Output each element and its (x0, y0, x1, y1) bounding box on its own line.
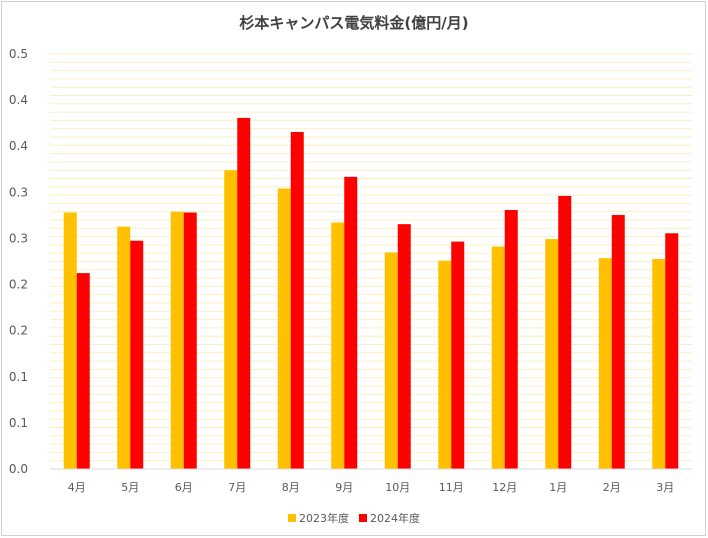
x-tick-label: 1月 (549, 481, 567, 494)
bar-2024 (397, 224, 411, 469)
bar-2023 (545, 239, 559, 469)
bar-2023 (491, 246, 505, 469)
legend-item-2024: 2024年度 (359, 510, 420, 526)
bar-2023 (170, 211, 184, 469)
x-axis-ticks: 4月 5月 6月 7月 8月 9月 10月 11月 12月 1月 2月 3月 (68, 481, 675, 494)
x-tick-label: 3月 (656, 481, 674, 494)
x-tick-label: 2月 (603, 481, 621, 494)
x-tick-label: 8月 (282, 481, 300, 494)
bar-2024 (611, 215, 625, 469)
bar-2024 (130, 240, 144, 469)
bar-2023 (384, 252, 398, 469)
bar-2024 (183, 212, 197, 469)
y-tick-label: 0.4 (9, 93, 28, 107)
x-tick-label: 6月 (175, 481, 193, 494)
x-tick-label: 4月 (68, 481, 86, 494)
legend-swatch-2023 (288, 514, 296, 522)
bar-2024 (451, 241, 465, 469)
legend-item-2023: 2023年度 (288, 510, 349, 526)
y-tick-label: 0.2 (9, 324, 28, 338)
legend-label-2023: 2023年度 (299, 512, 349, 525)
bar-2023 (224, 170, 238, 469)
x-tick-label: 7月 (228, 481, 246, 494)
bar-2023 (117, 226, 131, 469)
bar-2024 (504, 210, 518, 470)
bar-2024 (558, 195, 572, 469)
bar-2023 (598, 258, 612, 469)
legend-swatch-2024 (359, 514, 367, 522)
y-tick-label: 0.1 (9, 416, 28, 430)
y-tick-label: 0.1 (9, 370, 28, 384)
y-tick-label: 0.4 (9, 139, 28, 153)
bar-2024 (665, 233, 679, 469)
y-tick-label: 0.5 (9, 47, 28, 61)
bar-2023 (277, 188, 291, 469)
y-tick-label: 0.0 (9, 462, 28, 476)
bar-2023 (652, 259, 666, 469)
bar-2023 (438, 260, 452, 469)
x-tick-label: 10月 (385, 481, 410, 494)
x-tick-label: 11月 (439, 481, 464, 494)
y-axis-ticks: 0.0 0.1 0.1 0.2 0.2 0.3 0.3 0.4 0.4 0.5 (9, 47, 28, 476)
y-tick-label: 0.2 (9, 278, 28, 292)
x-tick-label: 9月 (335, 481, 353, 494)
y-tick-label: 0.3 (9, 231, 28, 245)
bar-2024 (344, 176, 358, 469)
bar-2024 (237, 117, 251, 469)
bars (63, 117, 679, 470)
bar-2024 (290, 132, 304, 469)
gridlines (50, 53, 692, 470)
y-tick-label: 0.3 (9, 185, 28, 199)
legend: 2023年度 2024年度 (0, 510, 708, 526)
chart-title: 杉本キャンパス電気料金(億円/月) (239, 14, 469, 32)
bar-2023 (331, 222, 345, 469)
x-tick-label: 12月 (492, 481, 517, 494)
x-tick-label: 5月 (121, 481, 139, 494)
bar-2024 (76, 273, 90, 469)
legend-label-2024: 2024年度 (370, 512, 420, 525)
bar-2023 (63, 212, 77, 469)
